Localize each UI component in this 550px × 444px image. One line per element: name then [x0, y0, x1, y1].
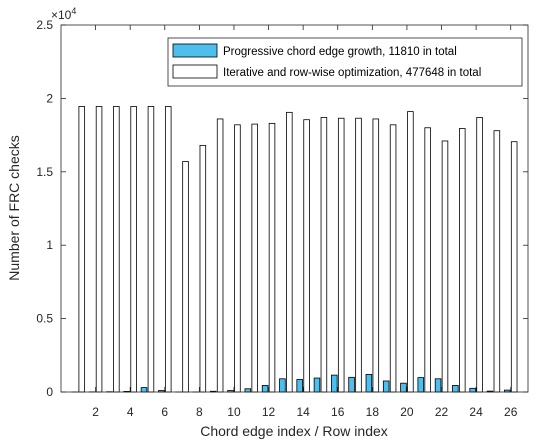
- y-exponent-power: 4: [71, 6, 76, 16]
- x-tick-label: 6: [161, 405, 168, 419]
- bar-iterative-16: [337, 117, 345, 393]
- bar-iterative-23: [459, 128, 466, 393]
- bar-iterative-9: [216, 118, 224, 393]
- bar-progressive-17: [348, 376, 355, 393]
- bar-progressive-21: [417, 377, 425, 393]
- bar-iterative-14: [303, 119, 310, 393]
- legend-swatch-progressive: [172, 43, 218, 58]
- y-tick-label: 1: [46, 238, 53, 252]
- x-axis-label: Chord edge index / Row index: [200, 423, 388, 439]
- bar-iterative-22: [441, 140, 449, 393]
- bar-progressive-14: [296, 379, 303, 393]
- x-tick-label: 4: [127, 405, 134, 419]
- x-tick-label: 20: [400, 405, 414, 419]
- y-exponent-label: ×104: [51, 6, 76, 22]
- bar-progressive-12: [261, 384, 269, 393]
- bar-progressive-11: [244, 388, 252, 393]
- y-tick-label: 1.5: [36, 165, 53, 179]
- bar-iterative-8: [199, 144, 207, 393]
- x-tick-label: 2: [92, 405, 99, 419]
- y-tick-label: 2.5: [36, 18, 53, 32]
- bar-progressive-24: [469, 387, 476, 393]
- legend: Progressive chord edge growth, 11810 in …: [167, 37, 523, 87]
- bar-iterative-1: [78, 106, 86, 393]
- bar-iterative-7: [182, 161, 189, 393]
- legend-label-progressive: Progressive chord edge growth, 11810 in …: [223, 46, 457, 58]
- y-tick-label: 2: [46, 91, 53, 105]
- bar-progressive-22: [434, 378, 442, 393]
- bar-iterative-17: [355, 117, 362, 393]
- x-tick-label: 8: [196, 405, 203, 419]
- bar-progressive-23: [452, 384, 459, 393]
- legend-label-iterative: Iterative and row-wise optimization, 477…: [223, 67, 481, 79]
- x-tick-label: 22: [435, 405, 449, 419]
- bar-iterative-11: [251, 123, 258, 393]
- bar-iterative-15: [320, 117, 328, 393]
- bar-progressive-13: [279, 378, 286, 393]
- x-tick-label: 10: [227, 405, 241, 419]
- bar-iterative-18: [372, 118, 380, 393]
- bar-iterative-10: [234, 124, 241, 393]
- bar-progressive-19: [382, 380, 390, 393]
- bar-iterative-26: [510, 141, 518, 393]
- bar-iterative-6: [164, 106, 172, 393]
- x-tick-label: 24: [469, 405, 483, 419]
- bar-iterative-19: [389, 124, 397, 393]
- legend-swatch-iterative: [172, 64, 218, 79]
- bar-iterative-2: [95, 106, 103, 393]
- x-tick-label: 18: [366, 405, 380, 419]
- bar-iterative-3: [113, 106, 120, 393]
- y-tick-label: 0: [46, 385, 53, 399]
- plot-frame: [60, 24, 529, 393]
- x-tick-label: 14: [296, 405, 310, 419]
- bar-iterative-13: [286, 111, 293, 393]
- bar-iterative-12: [268, 122, 276, 393]
- bar-progressive-18: [365, 373, 373, 393]
- bar-progressive-16: [331, 374, 338, 393]
- legend-box: [167, 37, 523, 87]
- bar-iterative-5: [147, 106, 155, 393]
- bar-iterative-4: [130, 106, 137, 393]
- y-tick-label: 0.5: [36, 312, 53, 326]
- bar-iterative-24: [476, 117, 483, 393]
- x-tick-label: 16: [331, 405, 345, 419]
- bar-progressive-5: [140, 387, 148, 393]
- bar-progressive-15: [313, 377, 321, 393]
- bar-iterative-25: [493, 130, 501, 393]
- bar-iterative-21: [424, 127, 431, 393]
- bar-iterative-20: [407, 111, 414, 393]
- bar-progressive-20: [400, 382, 407, 393]
- x-tick-label: 26: [504, 405, 518, 419]
- x-tick-label: 12: [262, 405, 276, 419]
- y-axis-label: Number of FRC checks: [6, 135, 22, 280]
